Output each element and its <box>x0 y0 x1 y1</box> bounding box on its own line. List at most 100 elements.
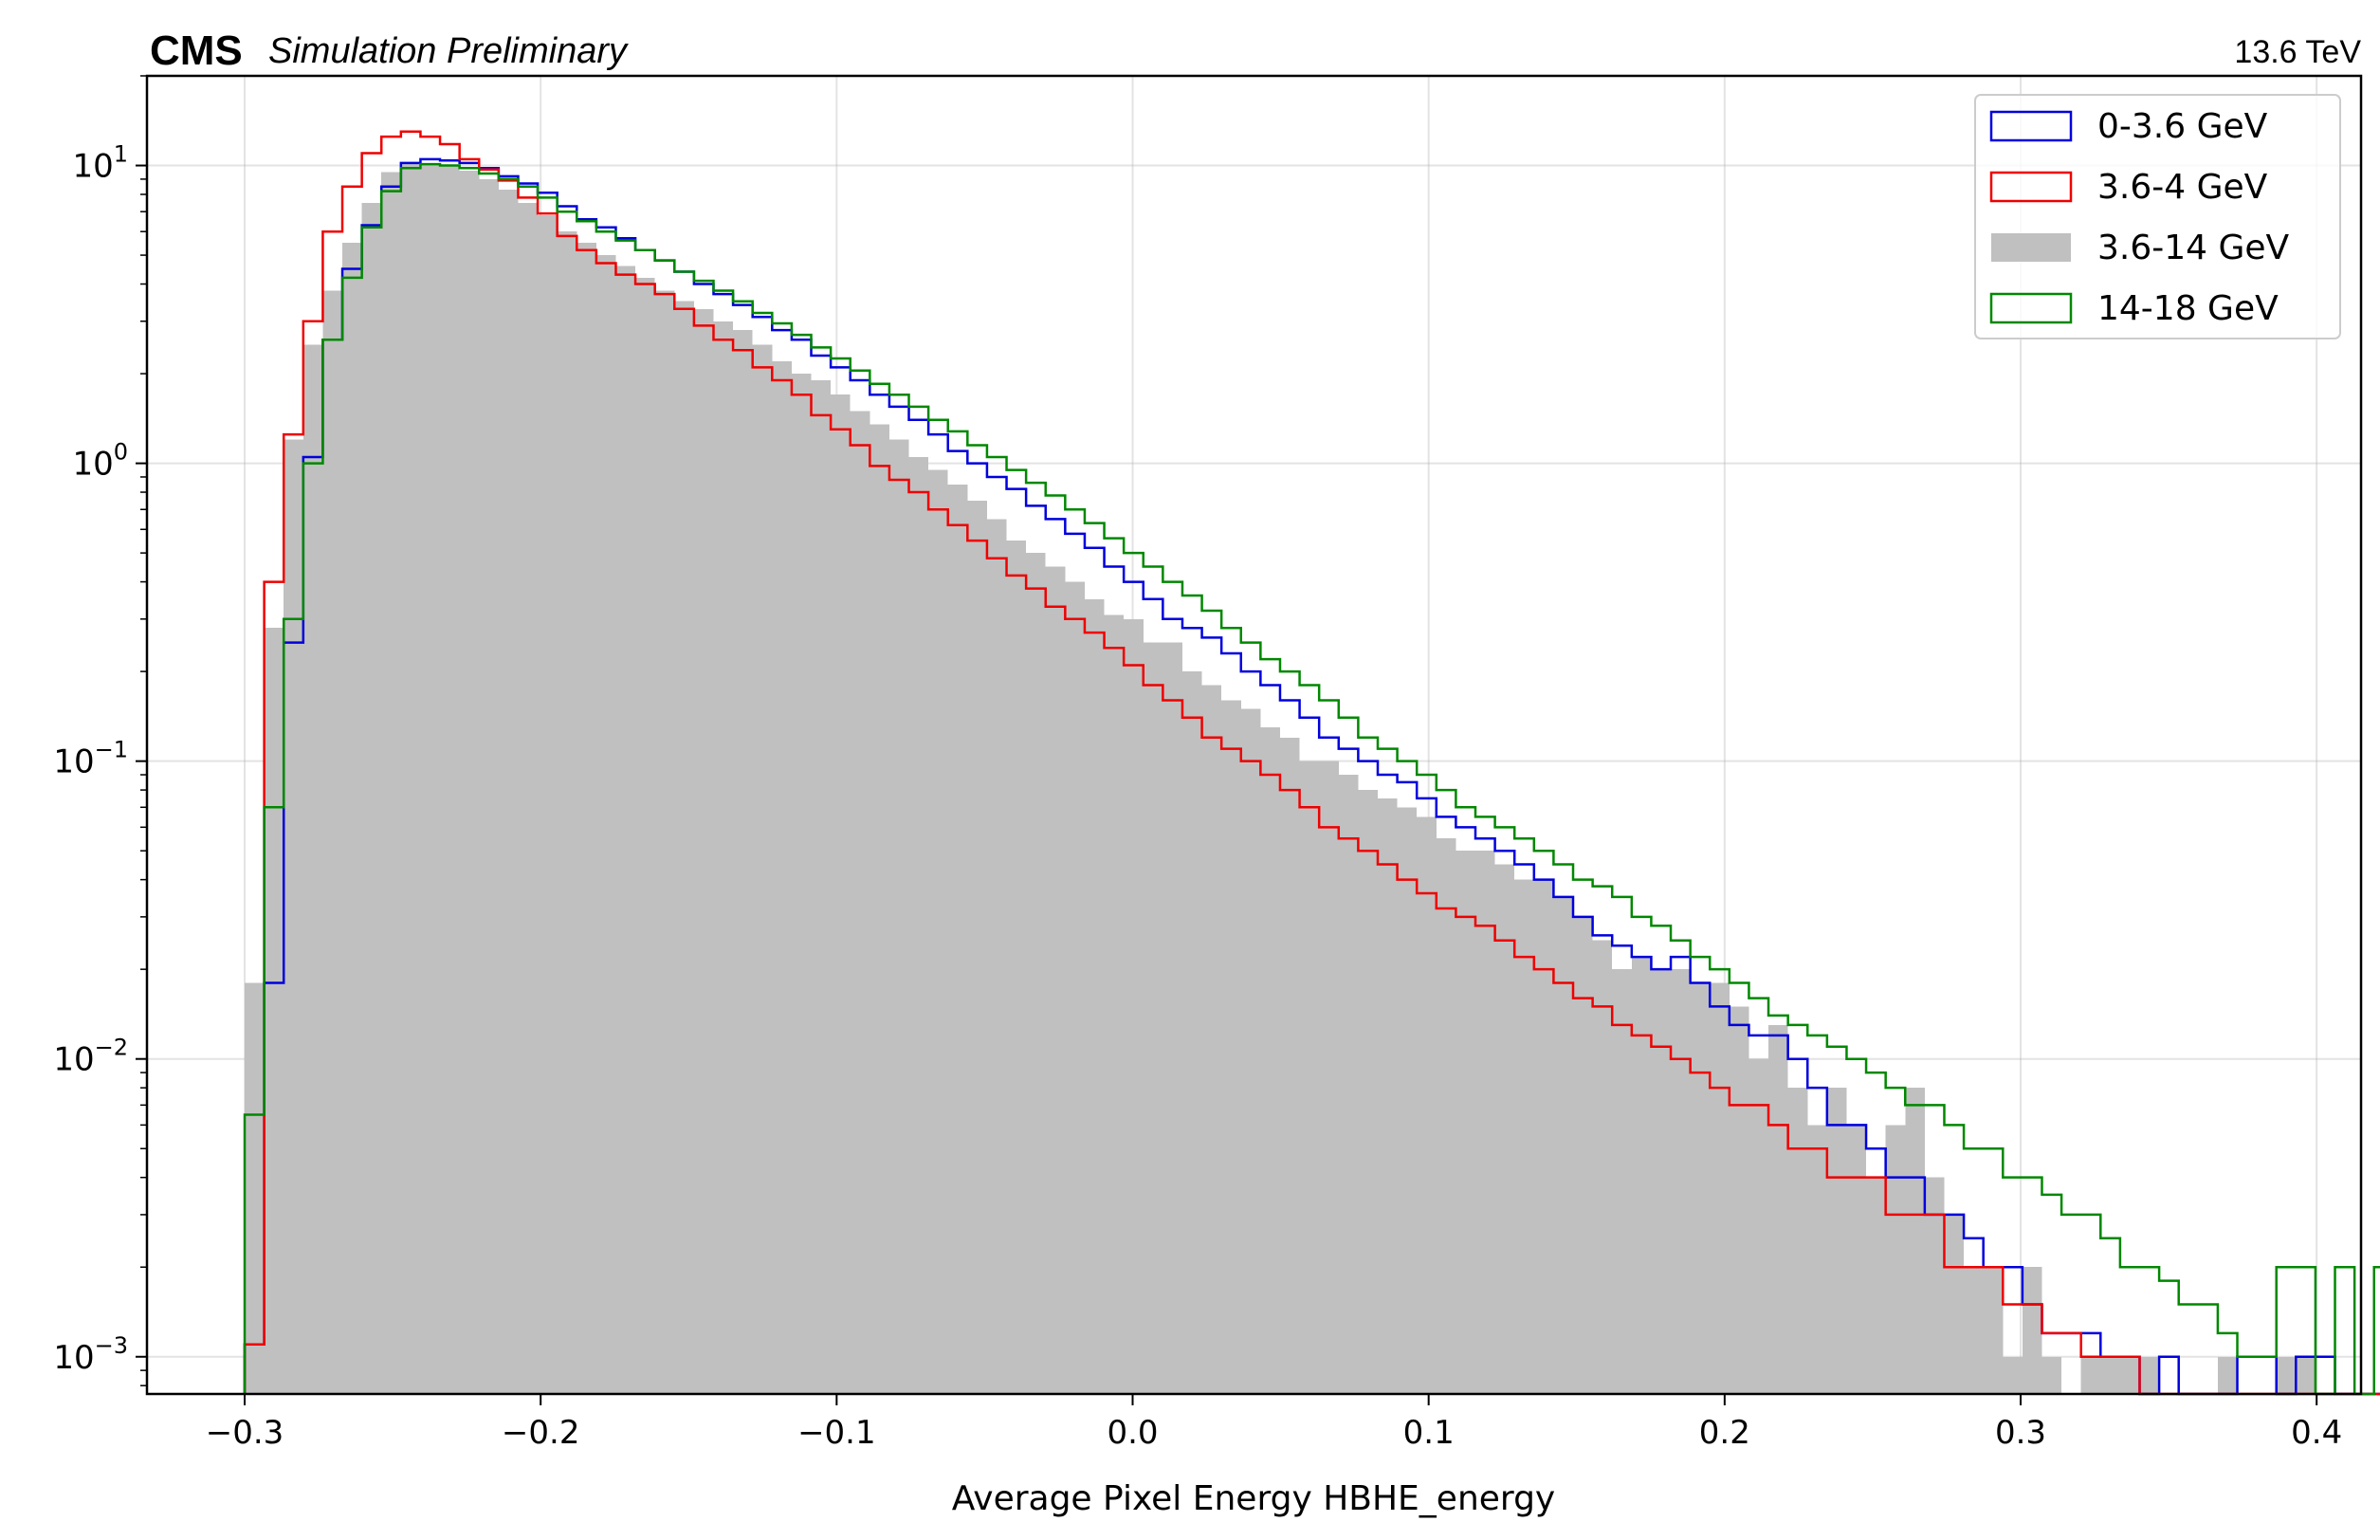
histogram-bar <box>1905 1088 1925 1394</box>
histogram-bar <box>888 439 909 1394</box>
legend-swatch <box>1989 110 2073 142</box>
y-tick-label: 100 <box>72 439 128 484</box>
x-tick-label: −0.3 <box>206 1414 284 1452</box>
histogram-bar <box>1807 1125 1827 1394</box>
histogram-bar <box>1592 940 1613 1394</box>
histogram-bar <box>400 162 421 1394</box>
histogram-bar <box>1201 685 1222 1394</box>
histogram-bar <box>1494 864 1515 1394</box>
histogram-bar <box>342 243 362 1394</box>
histogram-bar <box>772 361 792 1395</box>
legend: 0-3.6 GeV 3.6-4 GeV 3.6-14 GeV 14-18 GeV <box>1974 94 2341 339</box>
x-tick-label: 0.2 <box>1699 1414 1750 1452</box>
histogram-bar <box>1181 671 1202 1394</box>
cms-label: CMS <box>150 28 243 74</box>
histogram-bar <box>1455 851 1475 1394</box>
histogram-bar <box>1826 1088 1847 1394</box>
histogram-bar <box>1006 541 1027 1394</box>
histogram-bar <box>635 277 655 1394</box>
x-tick-label: 0.3 <box>1995 1414 2046 1452</box>
histogram-bar <box>2276 1356 2297 1394</box>
x-tick-label: −0.1 <box>797 1414 876 1452</box>
series-14-18-GeV-step <box>243 162 2380 1396</box>
legend-swatch <box>1989 171 2073 203</box>
histogram-bar <box>1026 553 1046 1394</box>
legend-swatch <box>1989 292 2073 324</box>
histogram-bar <box>2217 1356 2238 1394</box>
histogram-bar <box>1338 775 1359 1394</box>
histogram-bar <box>518 202 539 1395</box>
histogram-bar <box>302 344 323 1395</box>
histogram-bar <box>2080 1356 2101 1394</box>
histogram-bar <box>1143 642 1163 1394</box>
histogram-bar <box>908 456 929 1395</box>
histogram-bar <box>654 290 675 1394</box>
histogram-bar <box>1514 879 1534 1394</box>
legend-label: 0-3.6 GeV <box>2097 107 2268 146</box>
y-tick-label: 10−2 <box>53 1035 128 1079</box>
histogram-bar <box>322 290 343 1394</box>
y-tick-label: 101 <box>72 141 128 186</box>
legend-item-0-3-6-GeV: 0-3.6 GeV <box>1989 107 2268 146</box>
histogram-bar <box>615 266 636 1395</box>
histogram-bar <box>752 344 773 1395</box>
histogram-bar <box>1671 969 1691 1394</box>
histogram-bar <box>2139 1356 2160 1394</box>
histogram-bar <box>420 162 441 1394</box>
histogram-bar <box>1358 790 1378 1394</box>
histogram-bar <box>2041 1356 2062 1394</box>
histogram-bar <box>361 202 382 1395</box>
histogram-bar <box>2100 1356 2120 1394</box>
histogram-bar <box>557 231 577 1394</box>
histogram-bar <box>2296 1356 2316 1394</box>
y-tick-label: 10−1 <box>53 737 128 781</box>
histogram-bar <box>440 165 460 1394</box>
histogram-bar <box>1983 1267 2004 1394</box>
histogram-bar <box>1787 1088 1808 1394</box>
histogram-bar <box>381 172 401 1395</box>
histogram-bar <box>1690 982 1711 1394</box>
energy-label: 13.6 TeV <box>2234 34 2361 70</box>
legend-item-3-6-4-GeV: 3.6-4 GeV <box>1989 168 2268 207</box>
histogram-bar <box>1279 737 1300 1394</box>
histogram-bar <box>693 308 714 1394</box>
histogram-bar <box>1045 566 1066 1394</box>
histogram-bar <box>1768 1024 1788 1394</box>
legend-label: 14-18 GeV <box>2097 289 2279 328</box>
series-3-6-14-GeV <box>245 162 2316 1395</box>
histogram-bar <box>1319 761 1339 1394</box>
simulation-preliminary-label: Simulation Preliminary <box>268 31 629 71</box>
histogram-bar <box>831 394 851 1394</box>
histogram-bar <box>1475 851 1495 1394</box>
legend-label: 3.6-14 GeV <box>2097 229 2290 267</box>
histogram-bar <box>1553 896 1574 1394</box>
histogram-bar <box>733 330 753 1394</box>
histogram-bar <box>264 628 284 1394</box>
histogram-bar <box>498 189 519 1395</box>
legend-item-14-18-GeV: 14-18 GeV <box>1989 289 2279 328</box>
histogram-bar <box>1846 1125 1867 1394</box>
histogram-series <box>243 130 2380 1396</box>
histogram-bar <box>947 484 968 1394</box>
histogram-bar <box>1377 798 1398 1394</box>
histogram-bar <box>791 374 812 1394</box>
histogram-bar <box>811 380 832 1395</box>
x-axis-label: Average Pixel Energy HBHE_energy <box>952 1479 1556 1518</box>
histogram-bar <box>577 243 596 1394</box>
legend-box <box>1974 94 2341 339</box>
histogram-bar <box>1924 1177 1945 1394</box>
histogram-bar <box>1612 969 1632 1394</box>
histogram-bar <box>2003 1356 2023 1394</box>
histogram-bar <box>595 255 616 1394</box>
x-tick-label: 0.1 <box>1403 1414 1455 1452</box>
x-tick-label: 0.0 <box>1107 1414 1158 1452</box>
histogram-bar <box>1436 838 1456 1394</box>
histogram-bar <box>1729 1006 1749 1394</box>
histogram-bar <box>713 321 734 1394</box>
legend-swatch <box>1991 233 2071 262</box>
histogram-bar <box>2022 1267 2042 1394</box>
histogram-bar <box>1748 1058 1769 1394</box>
histogram-bar <box>1573 916 1593 1394</box>
histogram-bar <box>1417 816 1437 1394</box>
histogram-bar <box>986 519 1007 1394</box>
